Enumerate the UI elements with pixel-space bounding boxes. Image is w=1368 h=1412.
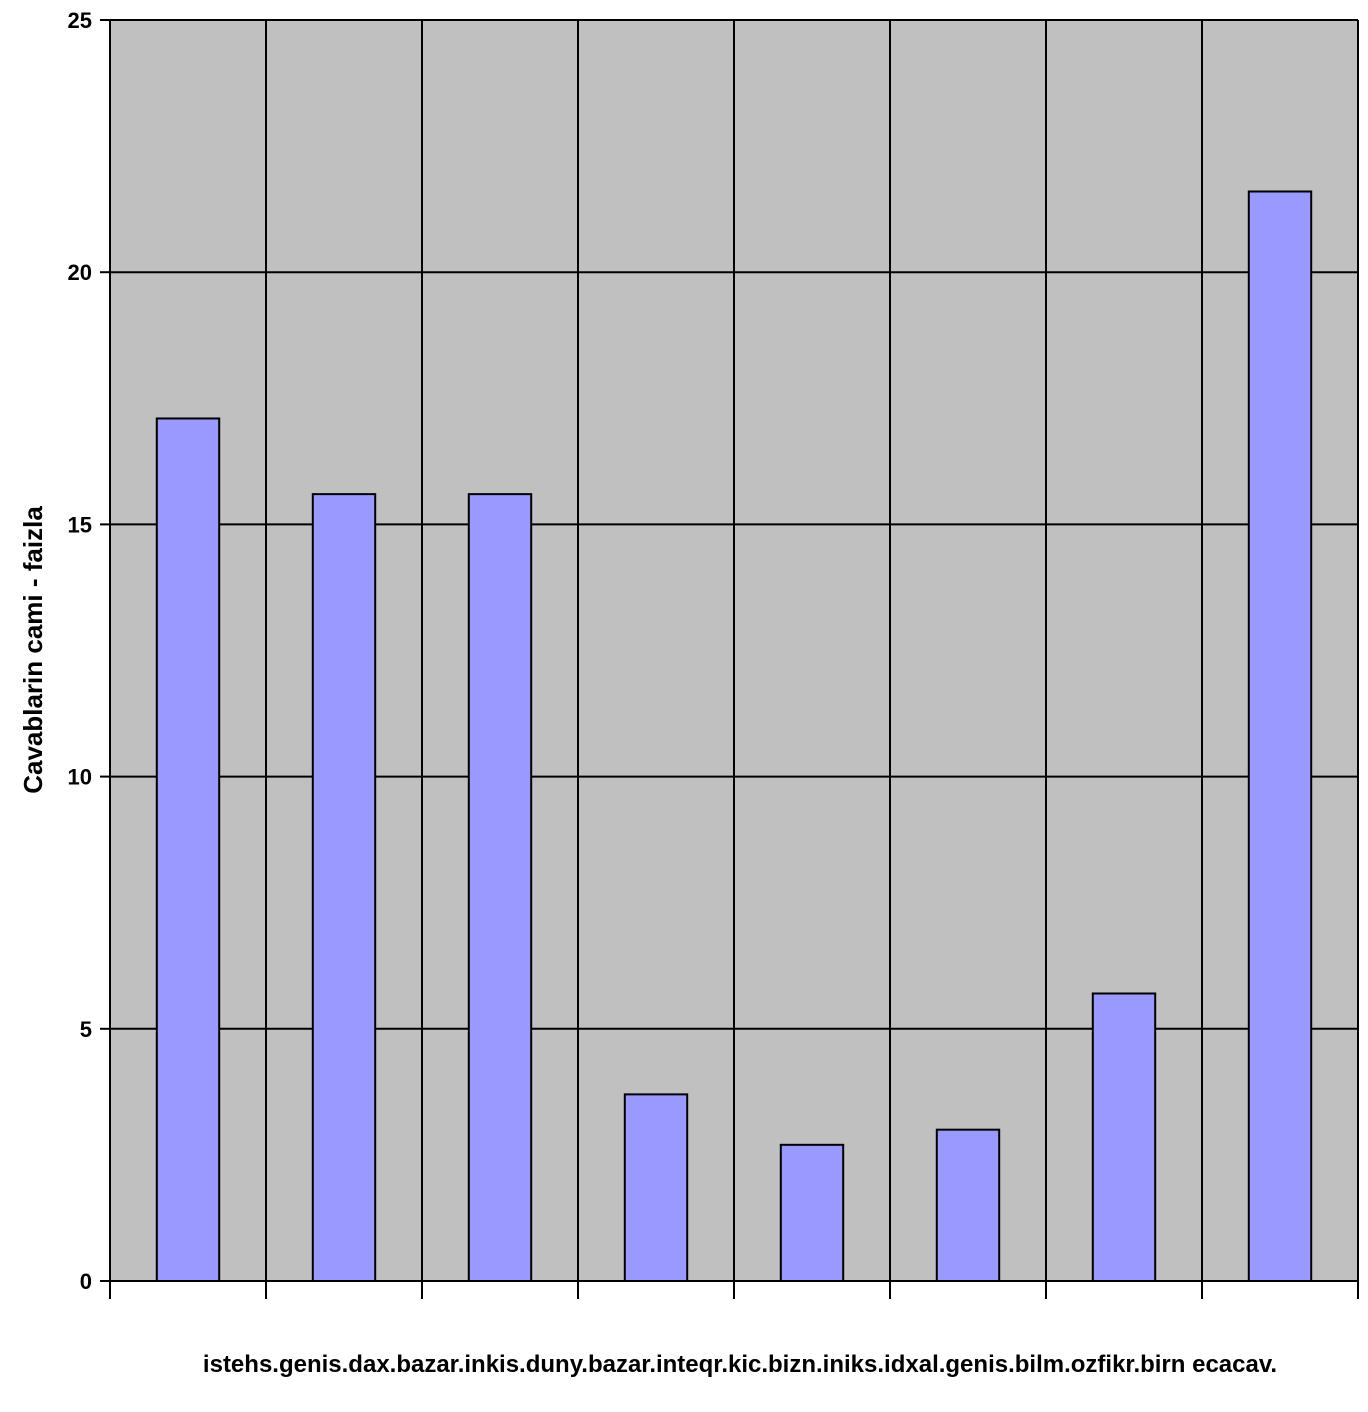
bar-6 [935, 1128, 1001, 1283]
bar-8 [1247, 190, 1313, 1283]
bar-2 [311, 493, 377, 1282]
y-tick-label: 20 [68, 260, 92, 285]
y-tick-label: 15 [68, 512, 92, 537]
y-tick-label: 5 [80, 1017, 92, 1042]
y-tick-label: 0 [80, 1269, 92, 1294]
y-axis-title: Cavablarin cami - faizla [18, 506, 48, 794]
bar-1 [155, 417, 221, 1282]
bar-7 [1091, 992, 1157, 1282]
y-tick-label: 25 [68, 8, 92, 33]
y-tick-labels: 0 5 10 15 20 25 [68, 8, 92, 1294]
bar-4 [623, 1093, 689, 1282]
axes [100, 19, 1359, 1299]
y-tick-label: 10 [68, 765, 92, 790]
bar-5 [779, 1143, 845, 1283]
bar-3 [467, 493, 533, 1282]
bars [155, 190, 1313, 1283]
x-axis-title: istehs.genis.dax.bazar.inkis.duny.bazar.… [202, 1351, 1278, 1378]
